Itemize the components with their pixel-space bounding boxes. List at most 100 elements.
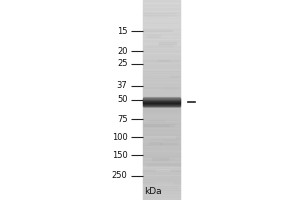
Bar xyxy=(142,199,180,200)
Bar xyxy=(142,50,180,51)
Bar xyxy=(142,157,180,158)
Bar xyxy=(142,27,180,28)
Bar xyxy=(142,96,180,97)
Text: kDa: kDa xyxy=(144,186,162,195)
Bar xyxy=(142,34,180,35)
Bar xyxy=(142,122,180,123)
Bar xyxy=(142,74,180,75)
Bar xyxy=(142,126,180,127)
Bar xyxy=(142,121,180,122)
Bar xyxy=(142,39,180,40)
Bar xyxy=(142,88,180,89)
Bar xyxy=(142,174,180,175)
Bar xyxy=(142,138,180,139)
Bar xyxy=(142,85,180,86)
Bar xyxy=(142,87,180,88)
Text: 50: 50 xyxy=(117,96,128,104)
Bar xyxy=(142,136,180,137)
Bar xyxy=(142,190,180,191)
Bar xyxy=(142,19,180,20)
Bar xyxy=(158,36,172,37)
Bar xyxy=(142,98,180,99)
Bar xyxy=(142,64,180,65)
Text: 100: 100 xyxy=(112,133,127,142)
Bar xyxy=(142,116,180,117)
Bar xyxy=(142,125,180,126)
Bar xyxy=(142,52,180,53)
Bar xyxy=(142,179,180,180)
Bar xyxy=(142,139,180,140)
Bar xyxy=(142,141,180,142)
Bar xyxy=(143,166,179,168)
Bar xyxy=(142,44,180,45)
Text: 75: 75 xyxy=(117,114,128,123)
Bar xyxy=(142,175,180,176)
Bar xyxy=(142,91,180,92)
Bar xyxy=(142,100,180,101)
Bar xyxy=(142,66,180,67)
Bar xyxy=(156,169,170,171)
Bar xyxy=(142,102,180,103)
Bar xyxy=(142,111,180,112)
Bar xyxy=(142,184,180,185)
Bar xyxy=(142,183,180,184)
Bar xyxy=(142,26,180,27)
Bar xyxy=(142,16,180,17)
Bar xyxy=(142,187,180,188)
Bar xyxy=(163,140,178,141)
Bar xyxy=(152,158,168,160)
Bar xyxy=(142,23,180,24)
Bar xyxy=(142,71,180,72)
Bar xyxy=(142,12,180,13)
Bar xyxy=(142,65,180,66)
Bar xyxy=(142,193,180,194)
Bar xyxy=(142,180,180,181)
Bar xyxy=(142,28,180,29)
Bar xyxy=(142,152,180,153)
Bar xyxy=(142,117,180,118)
Bar xyxy=(142,90,180,91)
Bar xyxy=(142,3,180,4)
Bar xyxy=(142,129,180,130)
Bar xyxy=(152,16,179,17)
Bar xyxy=(147,164,179,166)
Bar xyxy=(142,48,180,49)
Bar xyxy=(142,171,180,172)
Bar xyxy=(159,44,172,46)
Bar xyxy=(142,118,180,119)
Bar xyxy=(142,196,180,197)
Bar xyxy=(158,197,179,198)
Bar xyxy=(145,76,169,77)
Text: 250: 250 xyxy=(112,171,127,180)
Bar xyxy=(142,103,180,104)
Bar xyxy=(142,137,180,138)
Bar xyxy=(142,43,180,44)
Bar xyxy=(142,186,180,187)
Bar xyxy=(142,81,180,82)
Bar xyxy=(142,182,180,183)
Bar xyxy=(142,119,180,120)
Bar xyxy=(142,5,180,6)
Bar xyxy=(142,148,180,149)
Bar xyxy=(152,138,179,139)
Bar xyxy=(142,155,180,156)
Bar xyxy=(149,142,161,144)
Bar xyxy=(142,181,180,182)
Bar xyxy=(142,51,180,52)
Bar xyxy=(146,76,178,78)
Bar xyxy=(142,97,180,98)
Bar xyxy=(157,60,169,61)
Bar xyxy=(142,107,180,108)
Bar xyxy=(142,67,180,68)
Bar xyxy=(142,170,180,171)
Bar xyxy=(146,15,167,17)
Bar xyxy=(142,104,180,105)
Bar xyxy=(142,156,180,157)
Bar xyxy=(142,151,180,152)
Bar xyxy=(142,10,180,11)
Bar xyxy=(142,128,180,129)
Bar xyxy=(142,169,180,170)
Bar xyxy=(142,112,180,113)
Bar xyxy=(142,59,180,60)
Bar xyxy=(142,58,180,59)
